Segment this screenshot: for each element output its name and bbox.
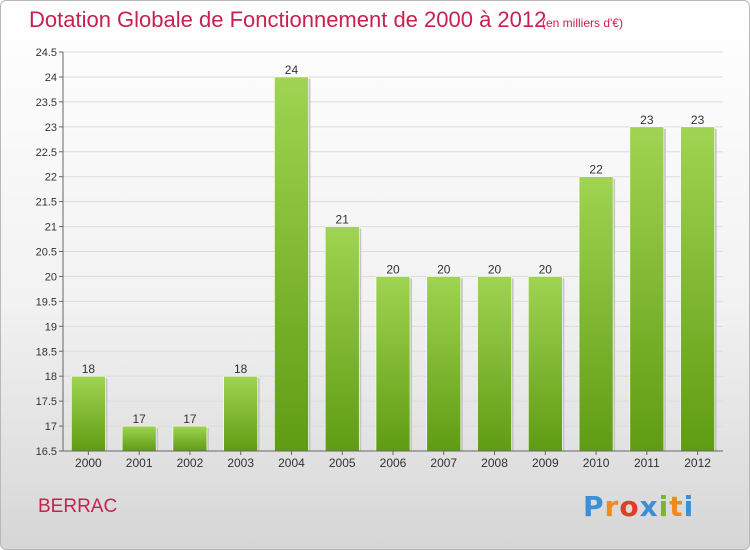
bar-2002 <box>172 425 208 452</box>
logo-letter: o <box>619 490 640 523</box>
logo-letter: i <box>658 490 670 523</box>
bar-2006 <box>375 276 411 452</box>
y-tick-label: 21 <box>45 222 57 234</box>
bar-2008 <box>477 276 512 452</box>
x-tick-label: 2005 <box>329 456 356 470</box>
x-tick-label: 2012 <box>684 456 711 470</box>
y-tick-label: 18 <box>45 371 57 383</box>
y-tick-label: 16.5 <box>36 446 57 458</box>
y-tick-label: 18.5 <box>36 346 57 358</box>
y-tick-label: 23.5 <box>36 97 57 109</box>
bar-2005 <box>324 226 360 452</box>
logo-letter: i <box>683 490 695 523</box>
bar-value-label: 20 <box>437 262 451 276</box>
bar-value-label: 17 <box>132 412 146 426</box>
commune-name: BERRAC <box>38 496 118 517</box>
bar-2003 <box>223 375 258 452</box>
x-tick-label: 2008 <box>481 456 508 470</box>
chart-bars <box>71 76 717 452</box>
y-tick-label: 21.5 <box>36 197 57 209</box>
bar-2007 <box>426 276 462 452</box>
bar-2009 <box>528 276 563 452</box>
y-tick-label: 24.5 <box>36 47 57 59</box>
chart-title: Dotation Globale de Fonctionnement de 20… <box>29 7 547 32</box>
y-tick-label: 19.5 <box>36 296 57 308</box>
bar-2004 <box>274 76 309 452</box>
chart-data-labels: 18 17 17 18 24 21 20 20 20 20 22 23 23 <box>82 63 705 426</box>
y-tick-label: 22.5 <box>36 147 57 159</box>
x-tick-label: 2003 <box>227 456 254 470</box>
bar-value-label: 20 <box>488 262 502 276</box>
y-tick-label: 19 <box>45 321 57 333</box>
bar-value-label: 18 <box>82 362 96 376</box>
logo-letter: r <box>604 490 620 523</box>
y-tick-label: 20.5 <box>36 247 57 259</box>
bar-value-label: 23 <box>691 113 705 127</box>
bar-value-label: 18 <box>234 362 248 376</box>
bar-value-label: 24 <box>285 63 299 77</box>
y-tick-label: 24 <box>45 72 57 84</box>
chart-unit-label: (en milliers d'€) <box>542 16 623 30</box>
bar-value-label: 17 <box>183 412 197 426</box>
x-tick-label: 2000 <box>75 456 102 470</box>
x-tick-label: 2010 <box>583 456 610 470</box>
logo-letter: P <box>583 490 605 523</box>
bar-2001 <box>121 425 157 452</box>
bar-value-label: 20 <box>386 262 400 276</box>
x-tick-label: 2009 <box>532 456 559 470</box>
x-tick-label: 2002 <box>177 456 204 470</box>
bar-value-label: 23 <box>640 113 654 127</box>
y-tick-label: 20 <box>45 271 57 283</box>
x-tick-label: 2007 <box>430 456 457 470</box>
bar-value-label: 20 <box>539 262 553 276</box>
y-tick-label: 22 <box>45 172 57 184</box>
x-tick-label: 2001 <box>126 456 153 470</box>
proxiti-logo: Proxiti <box>583 490 694 523</box>
y-tick-label: 17 <box>45 421 57 433</box>
y-tick-label: 23 <box>45 122 57 134</box>
chart-axes: 16.5 17 17.5 18 18.5 19 19.5 20 20.5 21 21.5 22 22.5… <box>36 47 723 470</box>
x-tick-label: 2011 <box>634 456 660 470</box>
logo-letter: x <box>639 490 659 523</box>
bar-value-label: 21 <box>336 213 350 227</box>
logo-letter: t <box>669 490 684 523</box>
bar-2012 <box>680 126 715 452</box>
x-tick-label: 2006 <box>380 456 407 470</box>
y-tick-label: 17.5 <box>36 396 57 408</box>
x-tick-label: 2004 <box>278 456 305 470</box>
bar-2011 <box>629 126 665 452</box>
bar-2010 <box>578 176 614 452</box>
bar-2000 <box>71 375 106 452</box>
bar-value-label: 22 <box>589 163 603 177</box>
